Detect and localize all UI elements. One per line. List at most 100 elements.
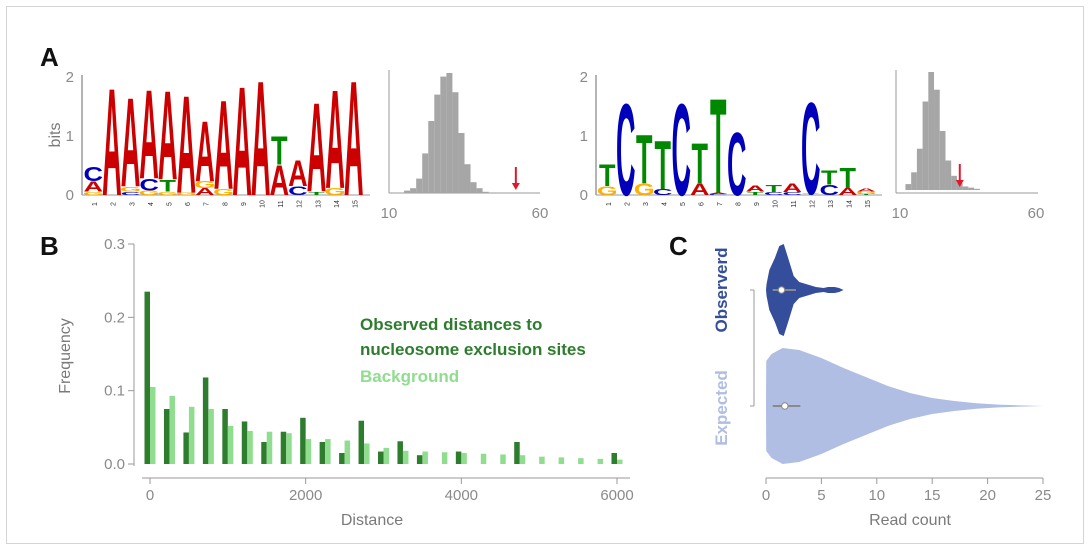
b-y-label: Frequency (57, 318, 74, 394)
hist-2-bar (974, 188, 980, 190)
logo-2-letter-12-C: C (801, 76, 820, 223)
logo-1-letter-3-A: A (121, 73, 141, 214)
hist-2-xtick-60: 60 (1028, 205, 1045, 222)
logo-1-position-7: 7 (204, 202, 211, 206)
logo-1-position-3: 3 (129, 202, 136, 206)
logo-2-ytick-0: 0 (580, 187, 588, 204)
logo-2-letter-11-A: A (783, 181, 802, 194)
hist-1-bar (428, 121, 435, 193)
hist-1-bar (440, 76, 447, 193)
b-ytick-label: 0.0 (104, 456, 125, 473)
bar-background (344, 440, 351, 464)
logo-1-letter-4-C: C (139, 176, 159, 194)
bar-background (383, 447, 389, 464)
logo-1-letter-7-A: A (195, 187, 215, 198)
logo-1-letter-4-G: G (139, 189, 160, 196)
logo-2-position-10: 10 (773, 200, 780, 208)
logo-1-letter-14-G: G (325, 187, 346, 198)
logo-1-position-9: 9 (241, 202, 248, 206)
logo-2-letter-10-T: T (766, 184, 783, 195)
violin-label-observed: Observerd (712, 247, 731, 332)
logo-1-letter-4-A: A (139, 65, 159, 206)
logo-2-position-14: 14 (847, 200, 854, 208)
hist-2-bar (968, 187, 975, 190)
logo-1-letter-1-G: G (83, 191, 104, 197)
logo-2-letter-15-A: A (857, 187, 876, 193)
logo-2-letter-5-C: C (672, 77, 691, 224)
bar-observed (611, 453, 617, 464)
b-xtick-label: 0 (146, 487, 154, 504)
logo-1-letter-13-A: A (307, 78, 327, 219)
bar-background (578, 458, 584, 464)
hist-1-bar (410, 188, 417, 193)
logo-2-position-2: 2 (625, 202, 632, 206)
logo-1-position-13: 13 (315, 200, 322, 208)
logo-2-position-12: 12 (810, 200, 817, 208)
logo-2-letter-10-C: C (764, 192, 784, 196)
logo-1-letter-7-A: A (195, 103, 215, 200)
bar-observed (261, 442, 267, 464)
logo-1-y-label: bits (47, 123, 64, 148)
logo-2-letter-13-C: C (820, 181, 840, 198)
hist-1-arrow-icon (511, 183, 520, 190)
logo-2-position-11: 11 (791, 200, 798, 207)
figure-frame (6, 6, 1084, 544)
logo-1-position-14: 14 (334, 200, 341, 208)
bar-observed (358, 420, 365, 464)
hist-2-bar (911, 172, 917, 190)
hist-1-bar (464, 164, 471, 193)
logo-1-letter-8-A: A (214, 76, 234, 217)
logo-1-letter-1-C: C (84, 163, 104, 186)
bar-background (188, 406, 195, 464)
bar-background (500, 454, 506, 464)
logo-1-position-5: 5 (167, 202, 174, 206)
hist-1-bar (452, 92, 459, 193)
logo-2-letter-6-A: A (690, 180, 709, 198)
histogram-2: 10 60 (892, 70, 1045, 222)
c-xtick-label: 25 (1035, 487, 1052, 504)
bar-observed (222, 409, 228, 464)
bar-background (364, 443, 370, 464)
logo-1-letter-13-T: T (308, 191, 325, 197)
logo-1-position-15: 15 (353, 200, 360, 208)
logo-1-letter-3-G: G (120, 186, 141, 193)
logo-2-position-9: 9 (754, 202, 761, 206)
violin-label-expected: Expected (712, 370, 731, 446)
logo-1-letter-7-G: G (194, 180, 215, 191)
logo-1-position-12: 12 (297, 200, 304, 208)
logo-1-letter-9-A: A (232, 54, 252, 228)
histogram-1: 10 60 (381, 70, 548, 222)
bar-background (169, 395, 175, 464)
logo-2-letter-9-A: A (746, 184, 765, 193)
logo-2-letter-4-T: T (655, 127, 671, 205)
logo-1-letter-2-A: A (102, 57, 122, 228)
logo-2-letter-3-T: T (636, 121, 652, 199)
hist-2-bar (905, 184, 912, 190)
bar-background (539, 456, 545, 464)
logo-2-letter-6-T: T (692, 132, 708, 196)
hist-1-bar (458, 133, 465, 193)
bar-observed (144, 291, 150, 464)
logo-1-position-8: 8 (222, 202, 229, 206)
logo-1-ytick-1: 1 (66, 128, 74, 145)
violin-observed (766, 244, 844, 336)
c-xtick-label: 10 (868, 487, 885, 504)
bar-background (227, 425, 234, 464)
logo-2-letter-12-T: T (803, 194, 820, 196)
logo-2-letter-7-A: A (709, 192, 729, 194)
logo-1-letter-14-A: A (325, 60, 345, 218)
logo-2-letter-15-G: G (856, 191, 877, 195)
b-xtick-label: 4000 (445, 487, 478, 504)
logo-1-position-11: 11 (278, 200, 285, 207)
logo-2-position-1: 1 (606, 202, 613, 206)
hist-2-bar (916, 148, 923, 190)
logo-2-letter-7-C: C (709, 194, 729, 196)
hist-1-bar (482, 191, 489, 193)
c-xtick-label: 15 (924, 487, 941, 504)
bar-observed (455, 451, 462, 464)
bar-background (617, 459, 623, 464)
b-ytick-label: 0.1 (104, 383, 125, 400)
hist-1-bar (476, 188, 483, 193)
